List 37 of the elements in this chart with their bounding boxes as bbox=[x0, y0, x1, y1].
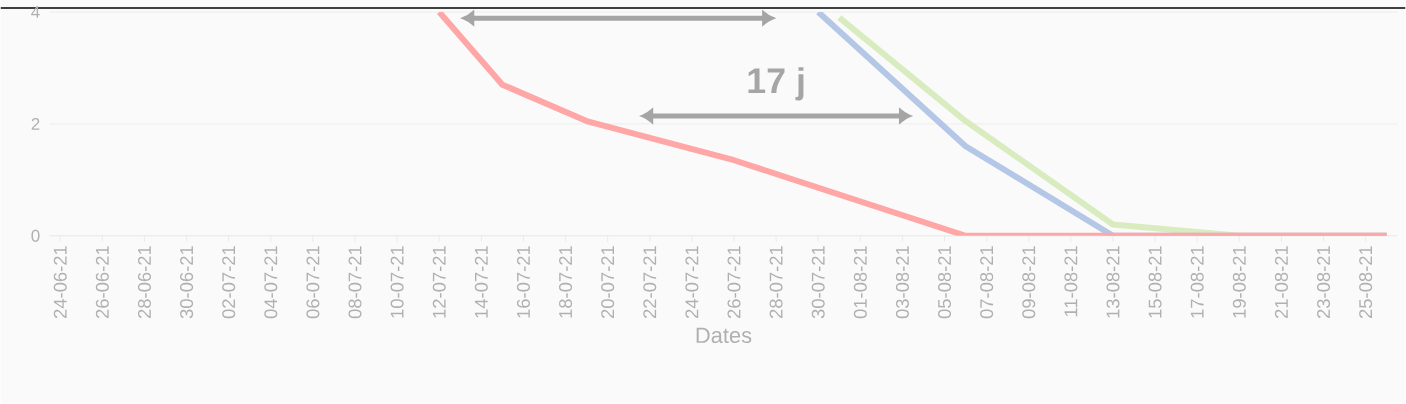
x-tick-label: 20-07-21 bbox=[601, 246, 615, 319]
x-tick-label: 17-08-21 bbox=[1190, 246, 1204, 318]
x-tick-label: 10-07-21 bbox=[390, 246, 404, 318]
x-tick-label: 23-08-21 bbox=[1317, 246, 1331, 319]
x-tick-label: 26-07-21 bbox=[727, 246, 741, 319]
x-tick-label: 11-08-21 bbox=[1064, 246, 1078, 317]
x-tick-label: 28-07-21 bbox=[769, 246, 783, 319]
x-tick-label: 08-07-21 bbox=[348, 246, 362, 319]
x-tick-label: 24-06-21 bbox=[53, 246, 67, 319]
x-tick-label: 30-07-21 bbox=[811, 246, 825, 319]
x-tick-label: 14-07-21 bbox=[474, 246, 488, 318]
y-tick-label: 4 bbox=[31, 6, 40, 19]
x-axis-title: Dates bbox=[696, 328, 752, 344]
x-tick-label: 26-06-21 bbox=[95, 246, 109, 319]
x-tick-label: 30-06-21 bbox=[180, 246, 194, 319]
y-tick-label: 2 bbox=[31, 118, 40, 130]
x-tick-label: 03-08-21 bbox=[895, 246, 909, 319]
x-tick-label: 28-06-21 bbox=[137, 246, 151, 319]
x-tick-label: 13-08-21 bbox=[1106, 246, 1120, 318]
x-tick-label: 19-08-21 bbox=[1232, 246, 1246, 318]
x-tick-label: 18-07-21 bbox=[559, 246, 573, 318]
x-tick-label: 12-07-21 bbox=[432, 246, 446, 318]
x-tick-label: 24-07-21 bbox=[685, 246, 699, 319]
x-tick-label: 09-08-21 bbox=[1022, 246, 1036, 319]
x-tick-label: 16-07-21 bbox=[516, 246, 530, 318]
x-tick-label: 04-07-21 bbox=[264, 246, 278, 319]
x-tick-label: 06-07-21 bbox=[306, 246, 320, 319]
x-tick-label: 05-08-21 bbox=[938, 246, 952, 319]
x-tick-label: 01-08-21 bbox=[853, 246, 867, 319]
y-tick-label: 0 bbox=[31, 229, 40, 242]
x-tick-label: 22-07-21 bbox=[643, 246, 657, 319]
x-tick-label: 02-07-21 bbox=[222, 246, 236, 319]
x-tick-label: 25-08-21 bbox=[1359, 246, 1373, 319]
x-tick-label: 15-08-21 bbox=[1148, 246, 1162, 318]
annotation: 17 j bbox=[748, 67, 804, 101]
x-tick-label: 07-08-21 bbox=[980, 246, 994, 319]
x-tick-label: 21-08-21 bbox=[1274, 246, 1288, 319]
